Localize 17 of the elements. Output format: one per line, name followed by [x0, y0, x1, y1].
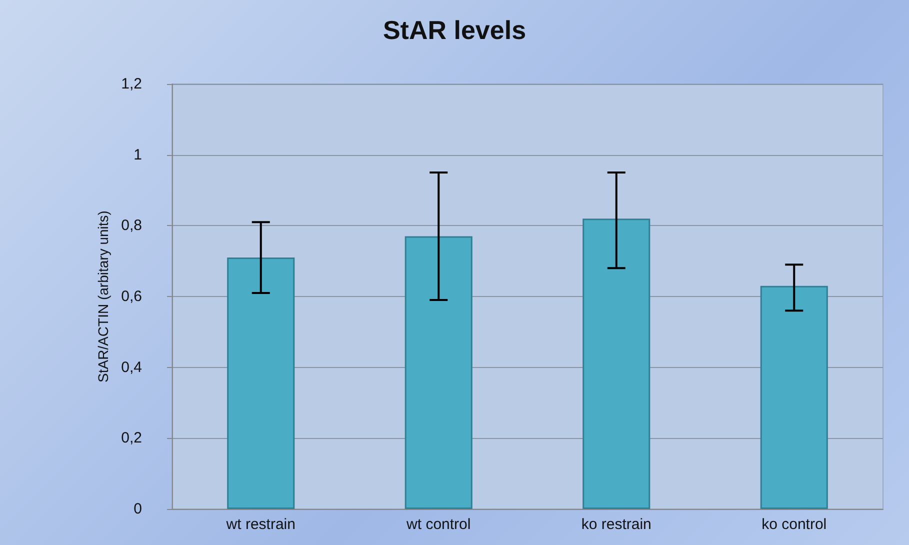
x-tick-label: wt control: [406, 516, 471, 533]
y-tick-label: 0,2: [121, 430, 142, 447]
bar: [404, 236, 472, 509]
chart-title: StAR levels: [382, 15, 526, 45]
y-tick-label: 0: [134, 500, 142, 518]
x-tick-label: ko restrain: [581, 516, 652, 533]
bar: [227, 258, 295, 509]
x-tick-label: ko control: [762, 516, 827, 533]
y-tick-label: 0,4: [121, 358, 142, 376]
y-tick-label: 1: [134, 146, 142, 164]
x-tick-label: wt restrain: [225, 516, 296, 533]
bar: [760, 286, 828, 509]
y-tick-label: 1,2: [121, 76, 142, 92]
y-axis-title: StAR/ACTIN (arbitary units): [95, 210, 111, 382]
y-tick-label: 0,8: [121, 217, 142, 234]
y-tick-label: 0,6: [121, 288, 142, 305]
bar: [582, 218, 650, 509]
